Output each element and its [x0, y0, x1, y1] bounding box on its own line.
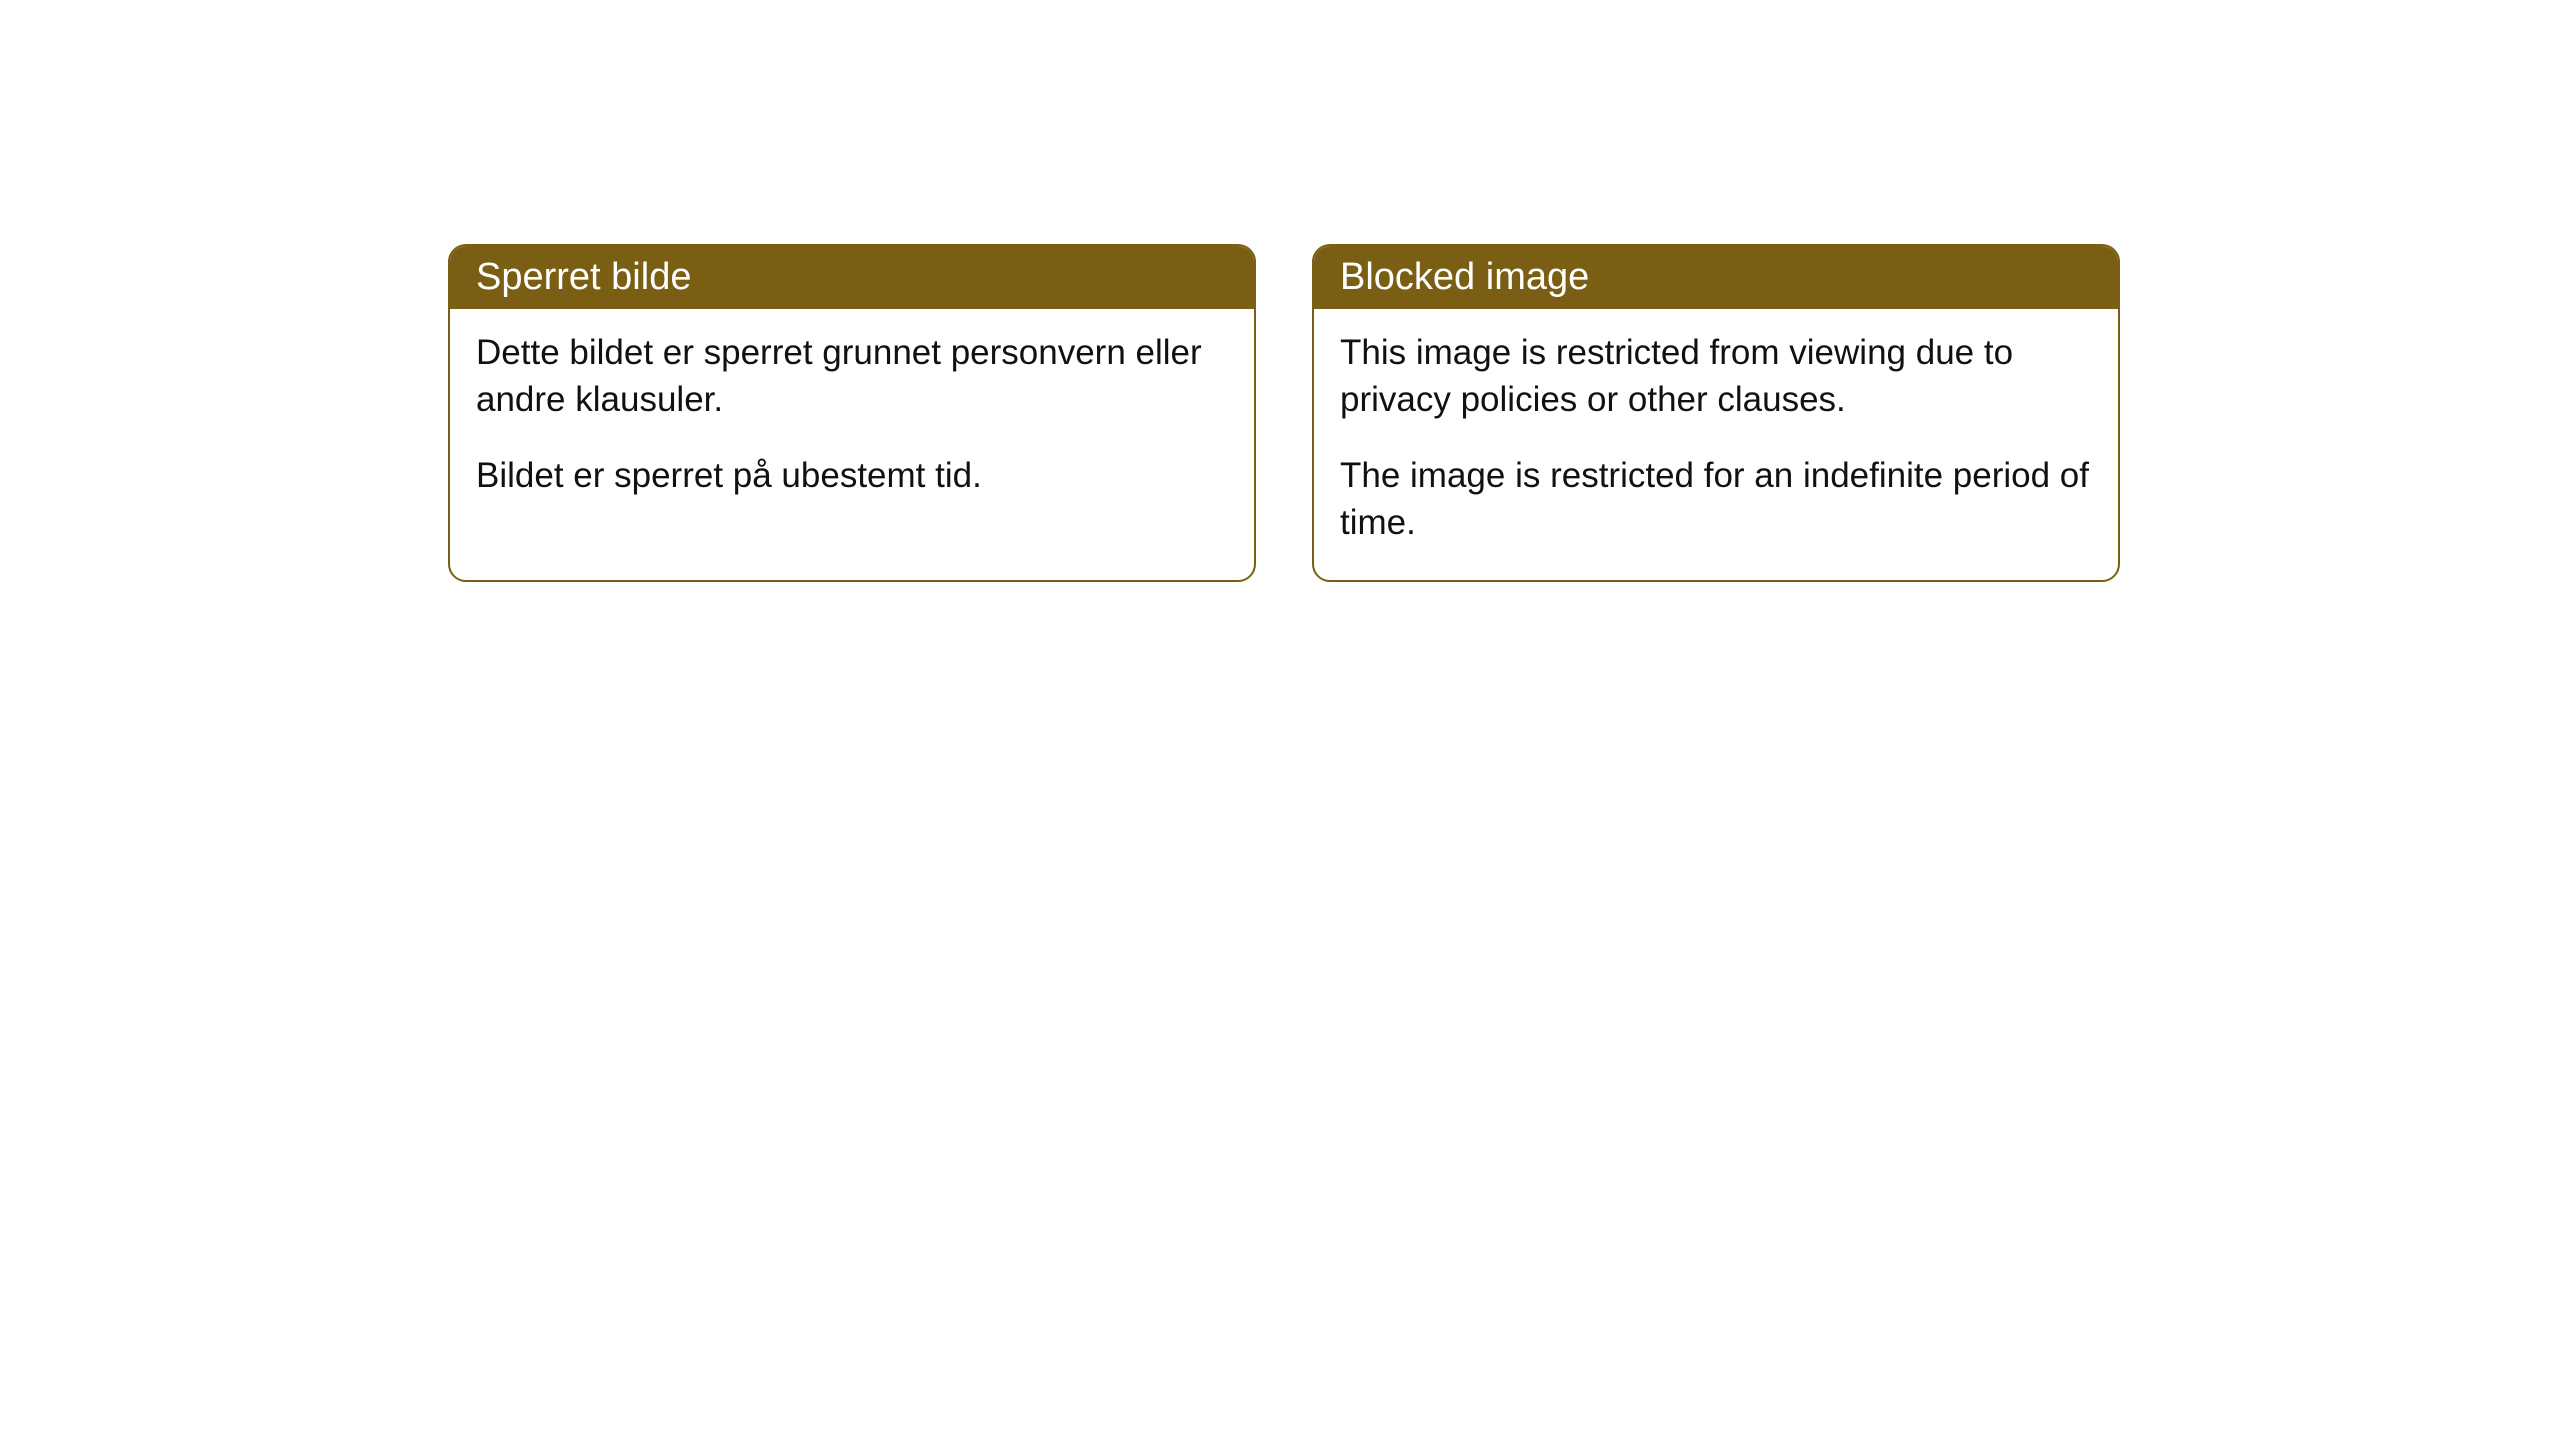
card-body: This image is restricted from viewing du… — [1314, 309, 2118, 580]
card-title: Blocked image — [1340, 256, 1589, 298]
notice-paragraph: Bildet er sperret på ubestemt tid. — [476, 452, 1228, 499]
notice-paragraph: The image is restricted for an indefinit… — [1340, 452, 2092, 547]
notice-card-english: Blocked image This image is restricted f… — [1312, 244, 2120, 582]
card-header: Blocked image — [1314, 246, 2118, 309]
notice-container: Sperret bilde Dette bildet er sperret gr… — [448, 244, 2120, 582]
card-body: Dette bildet er sperret grunnet personve… — [450, 309, 1254, 533]
notice-card-norwegian: Sperret bilde Dette bildet er sperret gr… — [448, 244, 1256, 582]
notice-paragraph: This image is restricted from viewing du… — [1340, 329, 2092, 424]
card-header: Sperret bilde — [450, 246, 1254, 309]
card-title: Sperret bilde — [476, 256, 691, 298]
notice-paragraph: Dette bildet er sperret grunnet personve… — [476, 329, 1228, 424]
